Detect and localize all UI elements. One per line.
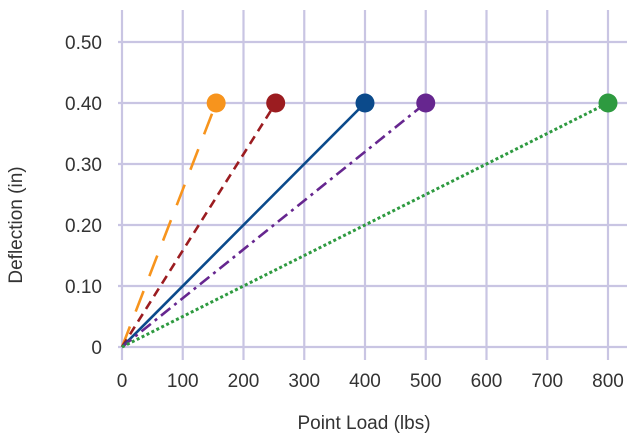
series-line bbox=[121, 101, 427, 349]
x-tick-label: 200 bbox=[228, 371, 260, 392]
series-end-marker bbox=[416, 93, 436, 113]
series-end-marker bbox=[598, 93, 618, 113]
y-tick-label: 0.40 bbox=[65, 94, 102, 115]
x-tick-label: 400 bbox=[349, 371, 381, 392]
series-end-marker bbox=[355, 93, 375, 113]
grid bbox=[118, 10, 627, 360]
series-line bbox=[120, 102, 218, 348]
y-tick-label: 0 bbox=[91, 338, 102, 359]
series-line bbox=[121, 102, 366, 348]
x-tick-label: 700 bbox=[531, 371, 563, 392]
x-axis-title: Point Load (lbs) bbox=[297, 413, 430, 434]
series-end-marker bbox=[206, 93, 226, 113]
y-tick-label: 0.20 bbox=[65, 216, 102, 237]
x-tick-label: 600 bbox=[471, 371, 503, 392]
y-axis-title: Deflection (in) bbox=[6, 166, 27, 283]
y-tick-label: 0.50 bbox=[65, 33, 102, 54]
x-tick-label: 0 bbox=[117, 371, 128, 392]
x-tick-label: 500 bbox=[410, 371, 442, 392]
tick-labels: 0 100 200 300 400 500 600 700 800 0 0.10 0.20 0.30 0.… bbox=[65, 33, 624, 392]
y-tick-label: 0.10 bbox=[65, 277, 102, 298]
series-line bbox=[121, 101, 609, 349]
series-line bbox=[120, 102, 277, 348]
x-tick-label: 800 bbox=[592, 371, 624, 392]
series-end-marker bbox=[266, 93, 286, 113]
series bbox=[120, 93, 618, 349]
x-tick-label: 300 bbox=[288, 371, 320, 392]
y-tick-label: 0.30 bbox=[65, 155, 102, 176]
x-tick-label: 100 bbox=[167, 371, 199, 392]
